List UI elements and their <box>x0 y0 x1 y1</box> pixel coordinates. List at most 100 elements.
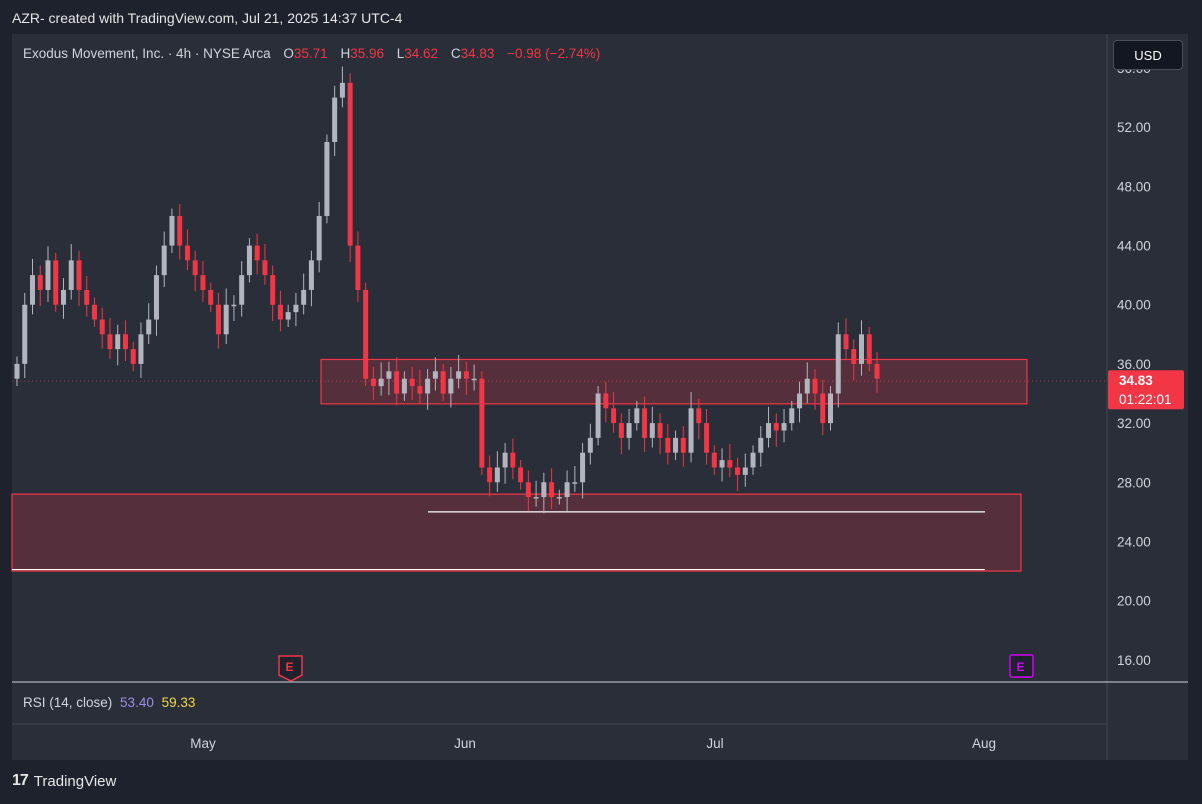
candle <box>587 423 593 465</box>
candle <box>409 366 415 401</box>
candle <box>324 134 330 224</box>
candle <box>91 297 97 327</box>
candle <box>386 361 392 395</box>
candle <box>657 413 663 455</box>
symbol-legend: Exodus Movement, Inc. · 4h · NYSE Arca O… <box>23 46 600 61</box>
candle <box>773 413 779 447</box>
candle <box>177 204 183 260</box>
candle <box>270 265 276 322</box>
candle <box>115 324 121 366</box>
demand-zone[interactable] <box>11 493 1022 572</box>
candle <box>215 292 221 349</box>
candle <box>704 409 710 465</box>
rsi-label: RSI (14, close) <box>23 695 113 710</box>
open-value: 35.71 <box>293 46 328 61</box>
low-label: L <box>396 46 405 61</box>
candle <box>564 470 570 512</box>
zones-layer <box>11 358 1028 572</box>
brand-name: TradingView <box>33 772 117 790</box>
candle <box>231 295 237 322</box>
candle <box>634 400 640 431</box>
time-tick-label: Jul <box>706 736 723 751</box>
price-tick-label: 32.00 <box>1117 416 1151 431</box>
candle <box>642 396 648 452</box>
candle <box>456 355 462 389</box>
candle <box>239 261 245 317</box>
resistance-zone[interactable] <box>320 358 1028 405</box>
candle <box>138 322 144 378</box>
price-tick-label: 52.00 <box>1117 120 1151 135</box>
candle <box>301 273 307 315</box>
candle <box>169 208 175 253</box>
candle <box>804 362 810 404</box>
candle <box>122 320 128 361</box>
candle <box>107 318 113 359</box>
candle <box>440 363 446 401</box>
close-label: C <box>450 46 461 61</box>
candle <box>688 392 694 463</box>
rsi-legend: RSI (14, close) 53.40 59.33 <box>23 695 195 710</box>
price-tick-label: 44.00 <box>1117 239 1151 254</box>
candle <box>696 398 702 440</box>
candle <box>719 448 725 482</box>
candle <box>626 409 632 450</box>
candle <box>316 201 322 273</box>
candle <box>541 472 547 514</box>
price-tick-label: 24.00 <box>1117 534 1151 549</box>
price-tick-label: 16.00 <box>1117 653 1151 668</box>
price-tick-label: 48.00 <box>1117 179 1151 194</box>
candle <box>332 85 338 157</box>
candle <box>161 231 167 287</box>
candle <box>432 357 438 391</box>
candle <box>293 292 299 327</box>
high-label: H <box>340 46 351 61</box>
candle <box>518 460 524 490</box>
candle <box>22 292 28 378</box>
currency-button[interactable]: USD <box>1113 40 1183 70</box>
earnings-badge-icon <box>1009 654 1034 678</box>
candle <box>99 307 105 349</box>
candle <box>766 406 772 448</box>
low-value: 34.62 <box>404 46 439 61</box>
time-tick-label: Jun <box>454 736 476 751</box>
chart-header-title: AZR- created with TradingView.com, Jul 2… <box>12 10 403 26</box>
candle <box>246 238 252 283</box>
earnings-marker-upcoming[interactable]: E <box>1009 654 1034 678</box>
candle <box>153 265 159 336</box>
candle <box>649 406 655 448</box>
open-label: O <box>283 46 294 61</box>
candle <box>580 443 586 499</box>
candle <box>487 455 493 497</box>
candle <box>611 392 617 433</box>
candle <box>750 445 756 475</box>
price-tick-label: 36.00 <box>1117 357 1151 372</box>
candle <box>843 318 849 359</box>
candle <box>479 371 485 475</box>
candle <box>378 362 384 396</box>
candle <box>401 371 407 401</box>
candle <box>130 341 136 372</box>
candle <box>673 430 679 461</box>
rsi-value: 53.40 <box>120 695 154 710</box>
candle <box>711 445 717 475</box>
candle <box>680 426 686 467</box>
symbol-name: Exodus Movement, Inc. · 4h · NYSE Arca <box>23 46 271 61</box>
candle <box>789 400 795 431</box>
earnings-letter: E <box>286 660 294 674</box>
earnings-marker-past[interactable]: E <box>278 655 303 682</box>
candle <box>735 457 741 492</box>
candle <box>603 381 609 423</box>
candle <box>208 282 214 313</box>
candle <box>665 423 671 465</box>
candle <box>355 231 361 302</box>
candle <box>347 73 353 262</box>
candle <box>572 466 578 492</box>
candle <box>14 356 20 387</box>
countdown-value: 01:22:01 <box>1119 392 1172 407</box>
candle <box>223 288 229 344</box>
rsi-ma-value: 59.33 <box>161 695 196 710</box>
candle <box>308 250 314 307</box>
candle <box>727 443 733 478</box>
price-tick-label: 40.00 <box>1117 298 1151 313</box>
